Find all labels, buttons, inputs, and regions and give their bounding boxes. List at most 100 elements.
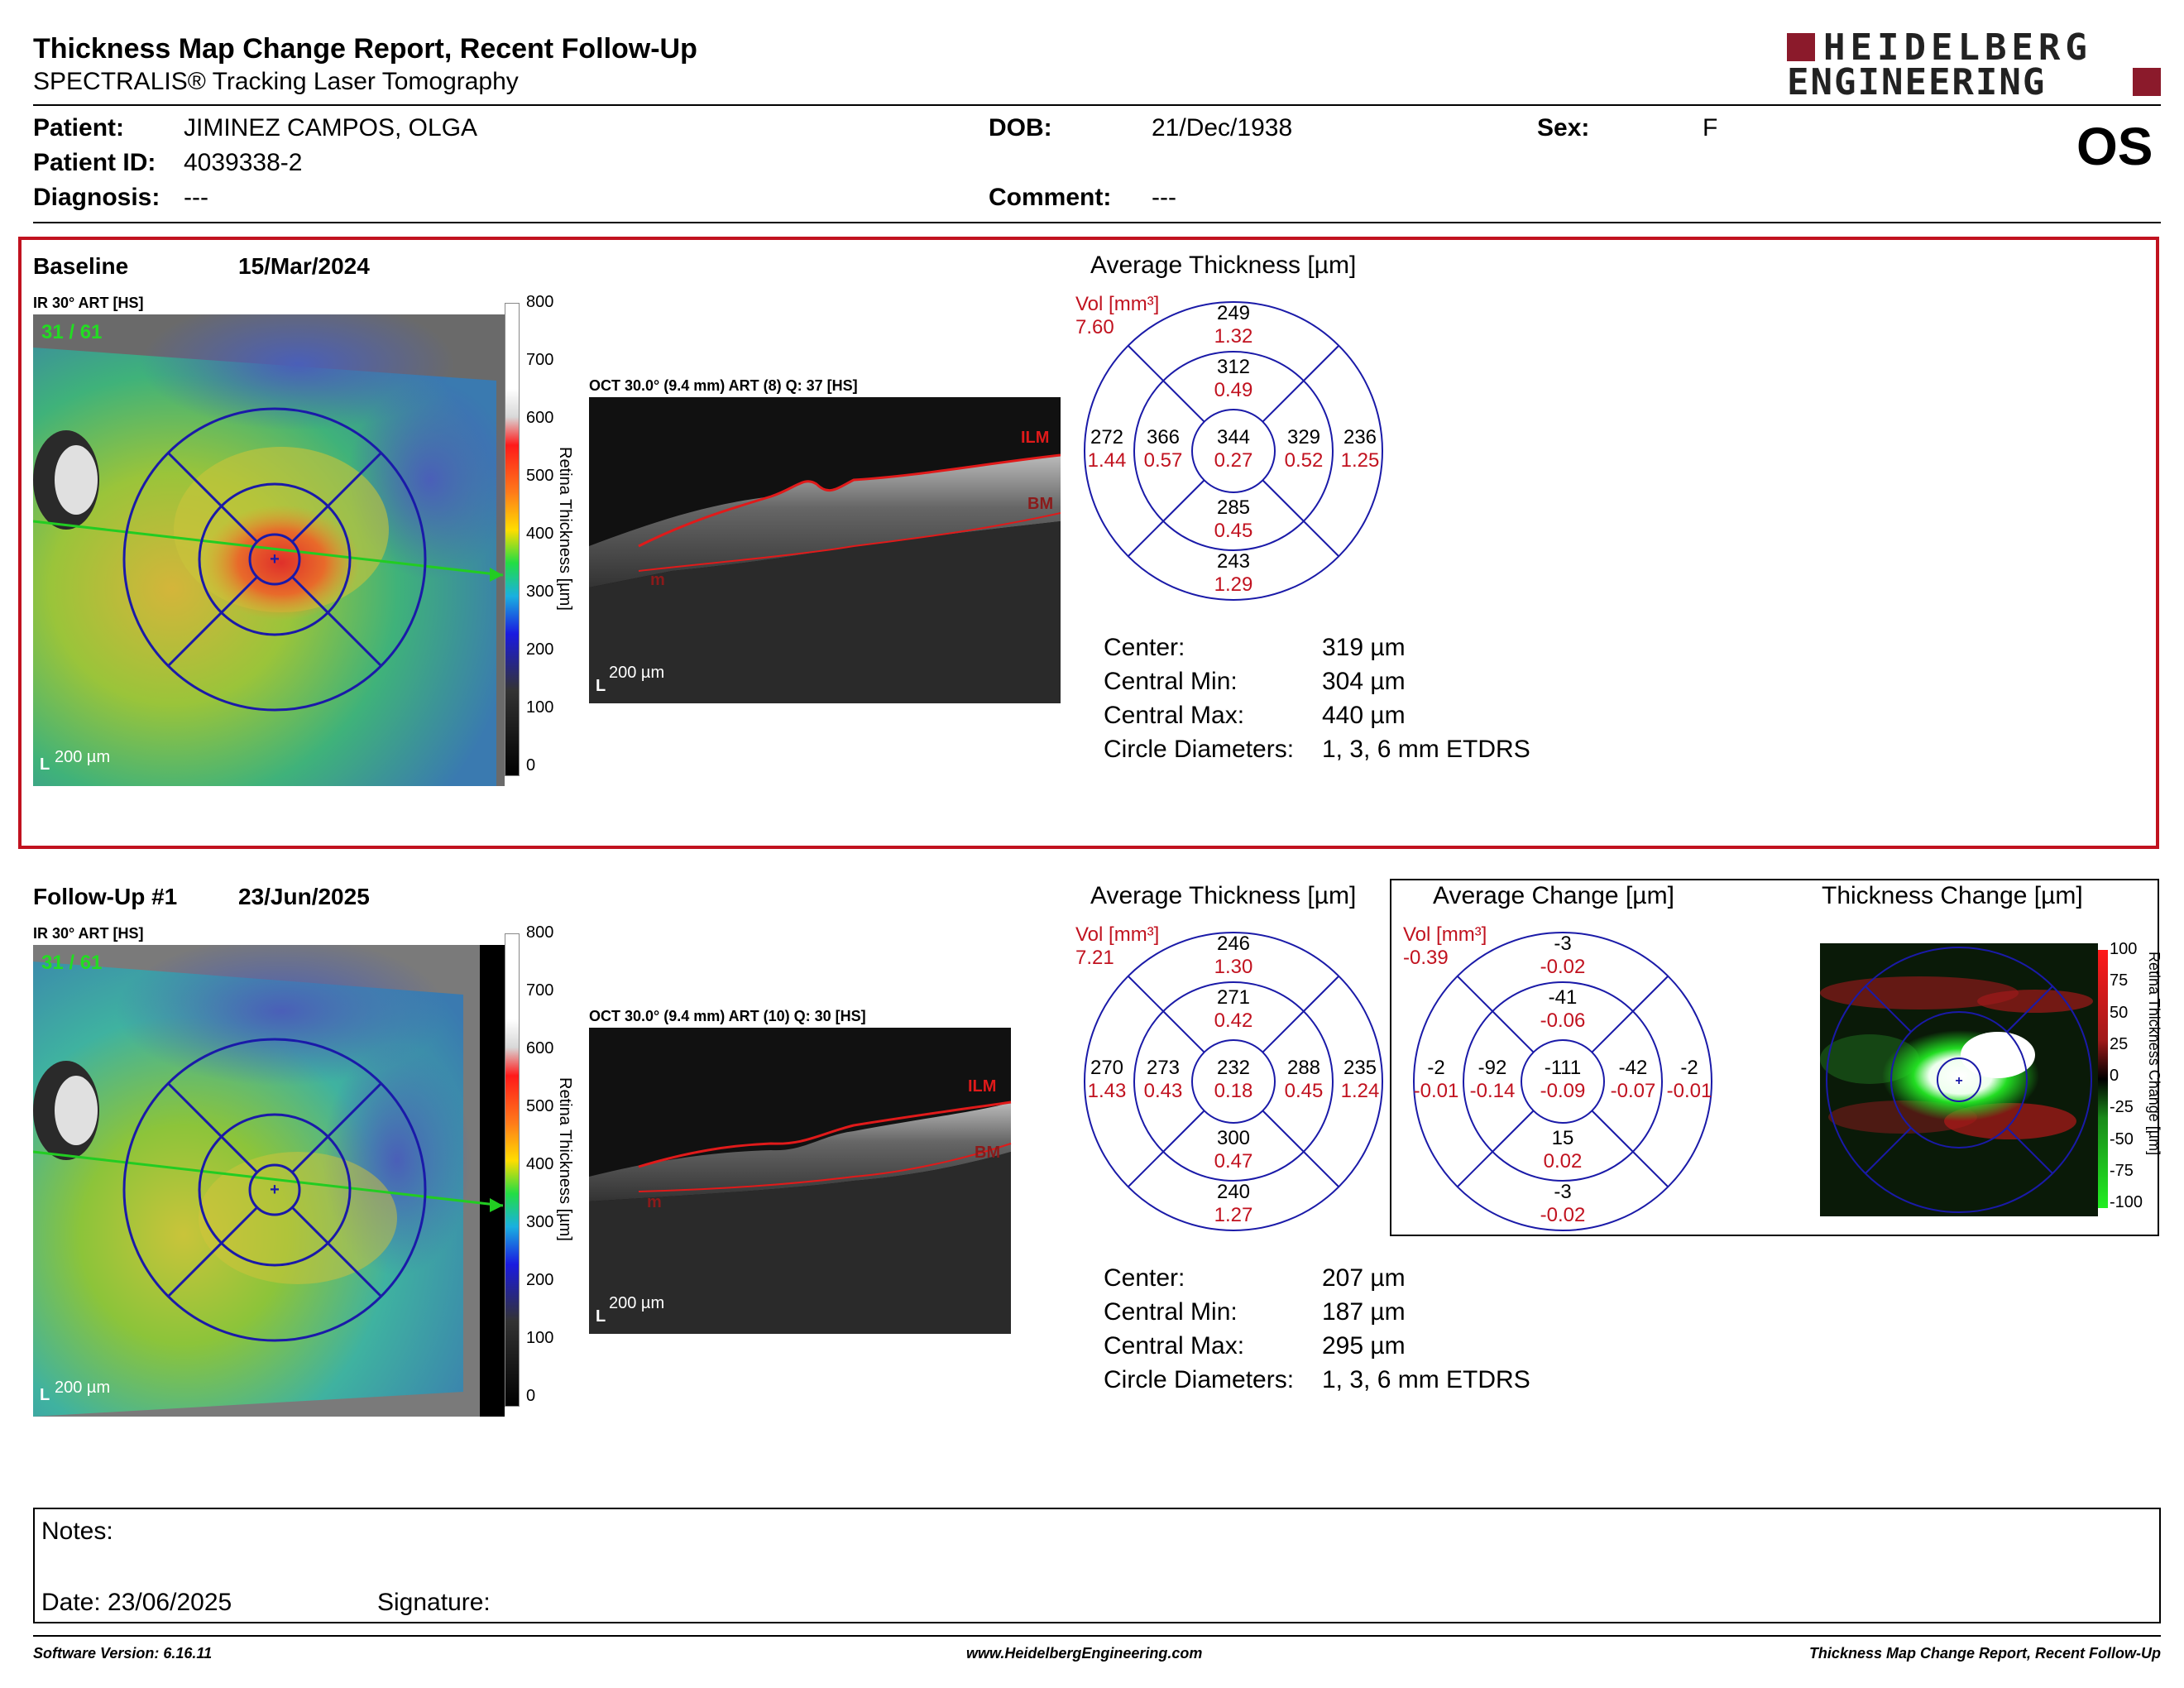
baseline-ir-label: IR 30° ART [HS] bbox=[33, 295, 144, 311]
baseline-oct-scale: 200 µm bbox=[609, 664, 665, 682]
change-etdrs-grid: -111 -0.09 -41 -0.06 15 0.02 -92 -0.14 -42 -0.07-… bbox=[1410, 928, 1716, 1235]
website-link[interactable]: www.HeidelbergEngineering.com bbox=[966, 1645, 1203, 1662]
thickness-change-title: Thickness Change [µm] bbox=[1822, 882, 2083, 909]
stat-label: Central Min: bbox=[1104, 1298, 1238, 1326]
baseline-vol-value: 7.60 bbox=[1075, 316, 1114, 338]
colorbar-tick: -75 bbox=[2110, 1161, 2134, 1180]
software-version: Software Version: 6.16.11 bbox=[33, 1645, 213, 1662]
thickness-change-map: + bbox=[1820, 943, 2098, 1216]
patient-id: 4039338-2 bbox=[184, 149, 303, 176]
grid-cell-inner-temp: 273 0.43 bbox=[1143, 1057, 1183, 1102]
stat-label: Circle Diameters: bbox=[1104, 1366, 1295, 1393]
patient-id-label: Patient ID: bbox=[33, 149, 156, 176]
followup-label: Follow-Up #1 bbox=[33, 884, 178, 909]
colorbar-tick: 400 bbox=[526, 525, 554, 543]
baseline-thickness-map: + L 31 / 61 200 µm bbox=[32, 298, 513, 786]
colorbar-tick: -25 bbox=[2110, 1098, 2134, 1117]
stat-value: 187 µm bbox=[1322, 1298, 1406, 1326]
colorbar-tick: 800 bbox=[526, 923, 554, 942]
grid-cell-center: -111 -0.09 bbox=[1540, 1057, 1586, 1102]
stat-row: Central Max: 440 µm bbox=[1104, 702, 1406, 730]
followup-colorbar: 800 700 600 500 400 300 200 100 0 bbox=[505, 923, 571, 1413]
colorbar-tick: 700 bbox=[526, 981, 554, 1000]
grid-cell-center: 232 0.18 bbox=[1214, 1057, 1253, 1102]
stat-value: 440 µm bbox=[1322, 702, 1406, 729]
grid-cell-inner-nas: 288 0.45 bbox=[1284, 1057, 1324, 1102]
stat-label: Central Min: bbox=[1104, 668, 1238, 695]
diagnosis-label: Diagnosis: bbox=[33, 184, 160, 211]
stat-value: 304 µm bbox=[1322, 668, 1406, 695]
grid-cell-outer-inf: -3 -0.02 bbox=[1540, 1181, 1586, 1226]
logo-line1: HEIDELBERG bbox=[1823, 26, 2092, 69]
stat-row: Central Max: 295 µm bbox=[1104, 1332, 1406, 1360]
change-vol-label: Vol [mm³] bbox=[1403, 923, 1487, 946]
colorbar-tick: 700 bbox=[526, 351, 554, 369]
colorbar-tick: 300 bbox=[526, 1213, 554, 1231]
report-subtitle: SPECTRALIS® Tracking Laser Tomography bbox=[33, 68, 519, 95]
baseline-date: 15/Mar/2024 bbox=[238, 253, 370, 279]
colorbar-tick: -100 bbox=[2110, 1193, 2143, 1211]
sex-value: F bbox=[1703, 114, 1718, 141]
stat-label: Center: bbox=[1104, 634, 1185, 661]
stat-value: 319 µm bbox=[1322, 634, 1406, 661]
comment-label: Comment: bbox=[989, 184, 1112, 211]
followup-oct-scan: L ILM BM m 200 µm bbox=[589, 1028, 1061, 1334]
colorbar-tick: 0 bbox=[526, 1387, 536, 1405]
stat-row: Circle Diameters: 1, 3, 6 mm ETDRS bbox=[1104, 1366, 1530, 1394]
stat-row: Center: 319 µm bbox=[1104, 634, 1406, 662]
baseline-label: Baseline bbox=[33, 253, 129, 279]
grid-cell-outer-nas: 236 1.25 bbox=[1340, 426, 1380, 472]
change-colorbar: 100 75 50 25 0 -25 -50 -75 -100 bbox=[2098, 940, 2164, 1215]
colorbar-tick: 200 bbox=[526, 640, 554, 659]
colorbar-tick: 75 bbox=[2110, 971, 2129, 990]
colorbar-tick: 100 bbox=[2110, 940, 2138, 958]
stat-label: Circle Diameters: bbox=[1104, 736, 1295, 763]
logo-line2: ENGINEERING bbox=[1787, 61, 2047, 103]
colorbar-tick: 25 bbox=[2110, 1034, 2129, 1053]
stat-row: Central Min: 187 µm bbox=[1104, 1298, 1406, 1326]
grid-cell-center: 344 0.27 bbox=[1214, 426, 1253, 472]
sex-label: Sex: bbox=[1537, 114, 1590, 141]
colorbar-tick: 500 bbox=[526, 1097, 554, 1115]
baseline-oct-scan: L ILM BM m 200 µm bbox=[589, 397, 1061, 703]
baseline-colorbar-title: Retina Thickness [µm] bbox=[556, 447, 574, 611]
colorbar-tick: 800 bbox=[526, 293, 554, 311]
colorbar-tick: 400 bbox=[526, 1155, 554, 1173]
followup-oct-label: OCT 30.0° (9.4 mm) ART (10) Q: 30 [HS] bbox=[589, 1008, 866, 1024]
patient-divider bbox=[33, 222, 2161, 223]
stat-label: Central Max: bbox=[1104, 702, 1245, 729]
patient-name: JIMINEZ CAMPOS, OLGA bbox=[184, 114, 478, 141]
grid-cell-outer-nas: -2 -0.01 bbox=[1666, 1057, 1712, 1102]
grid-cell-inner-inf: 300 0.47 bbox=[1214, 1127, 1253, 1172]
stat-row: Central Min: 304 µm bbox=[1104, 668, 1406, 696]
colorbar-tick: 600 bbox=[526, 1039, 554, 1057]
baseline-section bbox=[18, 237, 2159, 849]
grid-cell-inner-nas: 329 0.52 bbox=[1284, 426, 1324, 472]
colorbar-tick: 200 bbox=[526, 1271, 554, 1289]
diagnosis-value: --- bbox=[184, 184, 208, 211]
stat-value: 207 µm bbox=[1322, 1264, 1406, 1292]
notes-date: Date: 23/06/2025 bbox=[41, 1589, 232, 1616]
followup-oct-scale: 200 µm bbox=[609, 1294, 665, 1312]
stat-row: Circle Diameters: 1, 3, 6 mm ETDRS bbox=[1104, 736, 1530, 764]
colorbar-tick: 0 bbox=[526, 756, 536, 774]
grid-cell-inner-inf: 285 0.45 bbox=[1214, 496, 1253, 542]
baseline-bm-label: BM bbox=[1027, 495, 1054, 513]
colorbar-tick: 50 bbox=[2110, 1003, 2129, 1022]
svg-text:+: + bbox=[270, 1181, 280, 1199]
followup-avg-title: Average Thickness [µm] bbox=[1090, 882, 1357, 909]
grid-cell-inner-sup: -41 -0.06 bbox=[1540, 986, 1586, 1032]
svg-text:L: L bbox=[596, 677, 606, 695]
baseline-colorbar: 800 700 600 500 400 300 200 100 0 bbox=[505, 293, 571, 783]
stat-label: Center: bbox=[1104, 1264, 1185, 1292]
notes-box[interactable]: Notes: Date: 23/06/2025 Signature: bbox=[33, 1508, 2161, 1623]
svg-text:+: + bbox=[1955, 1074, 1962, 1088]
stat-row: Center: 207 µm bbox=[1104, 1264, 1406, 1292]
svg-text:+: + bbox=[270, 550, 280, 568]
change-vol-value: -0.39 bbox=[1403, 947, 1449, 969]
eye-os: OS bbox=[2076, 117, 2153, 176]
svg-text:L: L bbox=[40, 1386, 50, 1404]
followup-vol-label: Vol [mm³] bbox=[1075, 923, 1160, 946]
baseline-avg-title: Average Thickness [µm] bbox=[1090, 252, 1357, 279]
grid-cell-outer-inf: 243 1.29 bbox=[1214, 550, 1253, 596]
